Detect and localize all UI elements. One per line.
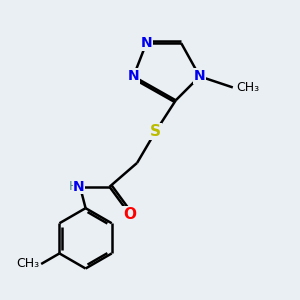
Text: S: S <box>150 124 161 139</box>
Text: N: N <box>140 36 152 50</box>
Text: O: O <box>123 207 136 222</box>
Text: H: H <box>69 180 78 193</box>
Text: N: N <box>128 69 139 83</box>
Text: CH₃: CH₃ <box>236 81 259 94</box>
Text: N: N <box>194 69 206 83</box>
Text: CH₃: CH₃ <box>16 257 39 271</box>
Text: N: N <box>73 180 85 194</box>
